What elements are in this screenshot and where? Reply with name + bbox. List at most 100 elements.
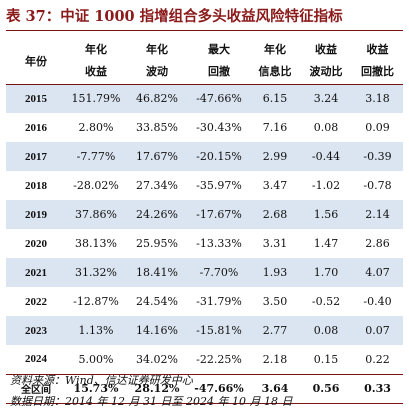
value-cell: -31.79% xyxy=(196,295,242,308)
value-cell: 2.86 xyxy=(365,237,390,250)
value-cell: 6.15 xyxy=(262,92,288,106)
value-cell: -20.15% xyxy=(196,150,242,163)
col-header-line2: 信息比 xyxy=(258,65,292,79)
year-cell: 2021 xyxy=(25,266,47,279)
total-value-cell: 15.73% xyxy=(73,382,119,395)
value-cell: -0.44 xyxy=(311,150,341,163)
year-cell: 2022 xyxy=(25,295,47,308)
table-row: 2024 5.00% 34.02% -22.25% 2.18 0.15 0.22 xyxy=(6,345,403,374)
value-cell: -0.78 xyxy=(363,179,392,192)
value-cell: 14.16% xyxy=(136,324,178,337)
value-cell: 3.31 xyxy=(262,237,288,250)
value-cell: 24.54% xyxy=(136,295,178,308)
value-cell: 2.68 xyxy=(262,208,288,221)
year-cell: 2016 xyxy=(25,121,47,134)
value-cell: 31.32% xyxy=(75,266,117,279)
year-cell: 2017 xyxy=(25,150,47,163)
value-cell: 2.99 xyxy=(262,150,288,163)
value-cell: 0.09 xyxy=(365,121,390,134)
total-value-cell: 3.64 xyxy=(261,382,289,395)
value-cell: 0.15 xyxy=(313,352,339,366)
value-cell: -12.87% xyxy=(73,295,119,308)
value-cell: 1.93 xyxy=(262,266,288,279)
col-header-line2: 波动比 xyxy=(309,65,343,79)
value-cell: 27.34% xyxy=(136,179,178,192)
year-cell: 2020 xyxy=(25,237,47,250)
value-cell: 1.13% xyxy=(78,324,114,337)
year-cell: 2024 xyxy=(25,353,47,366)
year-column-header: 年份 xyxy=(25,54,47,68)
total-value-cell: -47.66% xyxy=(194,382,244,395)
header-row-1: 年份 年化 年化 最大 年化 收益 收益 xyxy=(6,34,403,68)
value-cell: -35.97% xyxy=(196,179,242,192)
col-header-line2: 回撤比 xyxy=(361,65,394,79)
value-cell: -15.81% xyxy=(196,324,242,337)
value-cell: -28.02% xyxy=(73,179,119,192)
table-row: 2018 -28.02% 27.34% -35.97% 3.47 -1.02 -0.78 xyxy=(6,171,403,200)
value-cell: 0.08 xyxy=(313,121,339,134)
value-cell: 2.14 xyxy=(365,208,390,221)
date-note: 数据日期：2014 年 12 月 31 日至 2024 年 10 月 18 日 xyxy=(10,395,293,408)
value-cell: 2.18 xyxy=(262,352,288,366)
risk-return-table: 年份 年化 年化 最大 年化 收益 收益 收益 波动 回撤 信息比 波动比 回撤… xyxy=(6,34,403,404)
value-cell: 3.47 xyxy=(262,179,288,192)
value-cell: 24.26% xyxy=(136,208,178,221)
table-title: 表 37：中证 1000 指增组合多头收益风险特征指标 xyxy=(6,8,343,25)
year-cell: 2019 xyxy=(25,208,47,221)
value-cell: 33.85% xyxy=(136,121,178,134)
table-row: 2017 -7.77% 17.67% -20.15% 2.99 -0.44 -0.39 xyxy=(6,142,403,171)
col-header-line1: 收益 xyxy=(366,42,389,56)
value-cell: 46.82% xyxy=(136,92,178,106)
value-cell: -1.02 xyxy=(311,179,341,192)
col-header-line1: 年化 xyxy=(85,42,107,56)
value-cell: 7.16 xyxy=(262,121,288,134)
value-cell: -13.33% xyxy=(196,237,242,250)
col-header-line2: 回撤 xyxy=(208,65,230,79)
value-cell: -47.66% xyxy=(196,92,242,106)
value-cell: 3.24 xyxy=(313,92,339,106)
value-cell: 5.00% xyxy=(78,352,114,366)
value-cell: 1.56 xyxy=(313,208,339,221)
col-header-line1: 收益 xyxy=(315,42,337,56)
header-row-2: 收益 波动 回撤 信息比 波动比 回撤比 xyxy=(6,59,403,84)
year-cell: 2023 xyxy=(25,324,47,337)
value-cell: 38.13% xyxy=(75,237,117,250)
col-header-line1: 最大 xyxy=(208,42,230,56)
value-cell: 1.47 xyxy=(313,237,339,250)
value-cell: 18.41% xyxy=(136,266,178,279)
value-cell: 151.79% xyxy=(71,92,121,106)
total-value-cell: 28.12% xyxy=(134,382,180,395)
year-cell: 2015 xyxy=(25,92,47,105)
col-header-line2: 收益 xyxy=(85,65,107,79)
total-value-cell: 0.56 xyxy=(312,382,340,395)
col-header-line2: 波动 xyxy=(146,65,168,79)
table-body: 2015 151.79% 46.82% -47.66% 6.15 3.24 3.18 2016… xyxy=(6,84,403,403)
value-cell: 34.02% xyxy=(136,352,178,366)
value-cell: -7.77% xyxy=(76,150,116,163)
value-cell: -0.40 xyxy=(363,295,392,308)
value-cell: 25.95% xyxy=(136,237,178,250)
table-row: 2016 2.80% 33.85% -30.43% 7.16 0.08 0.09 xyxy=(6,113,403,142)
value-cell: 2.77 xyxy=(262,324,288,337)
col-header-line1: 年化 xyxy=(146,42,168,56)
value-cell: 2.80% xyxy=(78,121,114,134)
source-note: 资料来源：Wind、信达证券研发中心 xyxy=(10,374,193,387)
value-cell: 17.67% xyxy=(136,150,178,163)
value-cell: 4.07 xyxy=(365,266,390,279)
table-row: 2019 37.86% 24.26% -17.67% 2.68 1.56 2.14 xyxy=(6,200,403,229)
value-cell: -22.25% xyxy=(196,352,242,366)
value-cell: 0.22 xyxy=(365,352,390,366)
value-cell: -0.39 xyxy=(363,150,392,163)
value-cell: 0.07 xyxy=(365,324,390,337)
value-cell: 3.18 xyxy=(365,92,390,106)
value-cell: -17.67% xyxy=(196,208,242,221)
value-cell: 1.70 xyxy=(313,266,339,279)
total-row: 全区间 15.73% 28.12% -47.66% 3.64 0.56 0.33 xyxy=(6,374,403,403)
year-cell: 2018 xyxy=(25,179,47,192)
value-cell: 0.08 xyxy=(313,324,339,337)
table-row: 2020 38.13% 25.95% -13.33% 3.31 1.47 2.86 xyxy=(6,229,403,258)
total-label-cell: 全区间 xyxy=(21,385,51,396)
title-divider xyxy=(6,30,403,31)
total-value-cell: 0.33 xyxy=(364,382,391,395)
